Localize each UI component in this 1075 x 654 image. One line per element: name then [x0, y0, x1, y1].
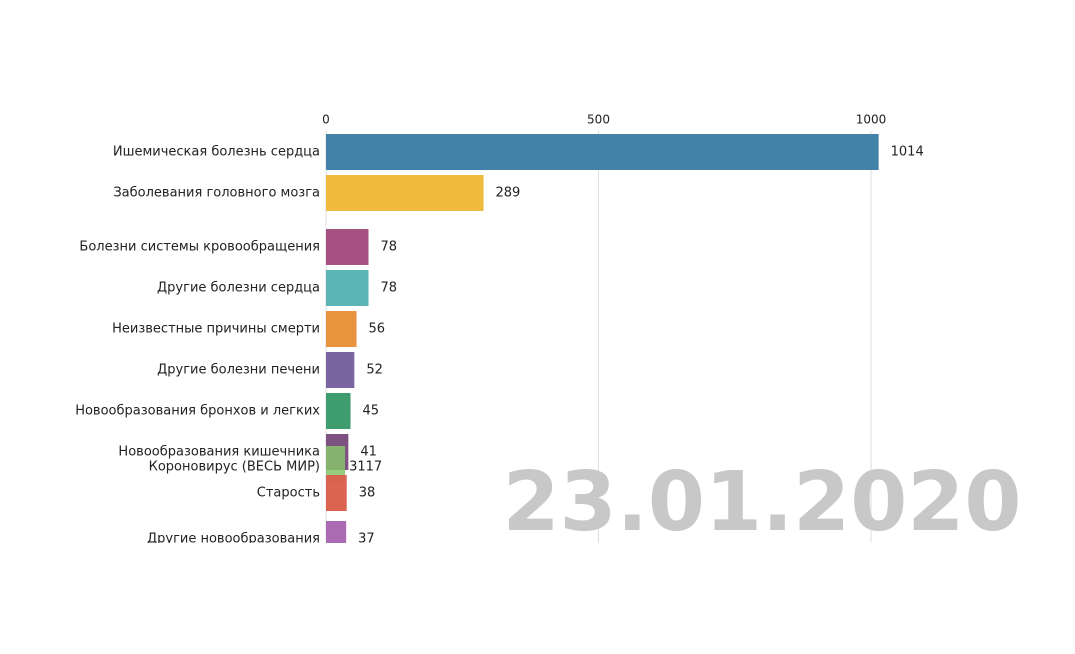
- value-label: 37: [358, 532, 375, 547]
- category-label: Ишемическая болезнь сердца: [113, 145, 320, 160]
- value-label: 38: [359, 486, 376, 501]
- category-label: Новообразования бронхов и легких: [75, 404, 320, 419]
- date-label: 23.01.2020: [503, 455, 1022, 550]
- value-label: 41: [360, 445, 377, 460]
- value-label: 78: [381, 281, 398, 296]
- x-tick-label: 0: [322, 113, 330, 127]
- value-label: 1014: [891, 145, 924, 160]
- bar: [326, 521, 347, 543]
- x-tick-label: 500: [587, 113, 610, 127]
- bar: [326, 446, 346, 482]
- category-label: Болезни системы кровообращения: [79, 240, 320, 255]
- value-label: 289: [496, 186, 521, 201]
- value-label: 56: [369, 322, 386, 337]
- value-label: 52: [366, 363, 383, 378]
- bar: [326, 175, 484, 211]
- bar: [326, 475, 347, 511]
- category-label: Короновирус (ВЕСЬ МИР): [149, 460, 320, 475]
- category-label: Неизвестные причины смерти: [112, 322, 320, 337]
- category-label: Другие новообразования: [147, 532, 320, 547]
- category-label: Старость: [257, 486, 320, 501]
- value-label: 45: [363, 404, 380, 419]
- bar: [326, 311, 357, 347]
- bar: [326, 134, 879, 170]
- bar: [326, 393, 351, 429]
- category-label: Другие болезни печени: [157, 363, 320, 378]
- category-label: Новообразования кишечника: [118, 445, 320, 460]
- value-label: 3117: [349, 460, 382, 475]
- category-label: Заболевания головного мозга: [113, 186, 320, 201]
- category-label: Другие болезни сердца: [157, 281, 320, 296]
- bar: [326, 229, 369, 265]
- bar: [326, 270, 369, 306]
- x-tick-label: 1000: [856, 113, 887, 127]
- value-label: 78: [381, 240, 398, 255]
- bar: [326, 352, 355, 388]
